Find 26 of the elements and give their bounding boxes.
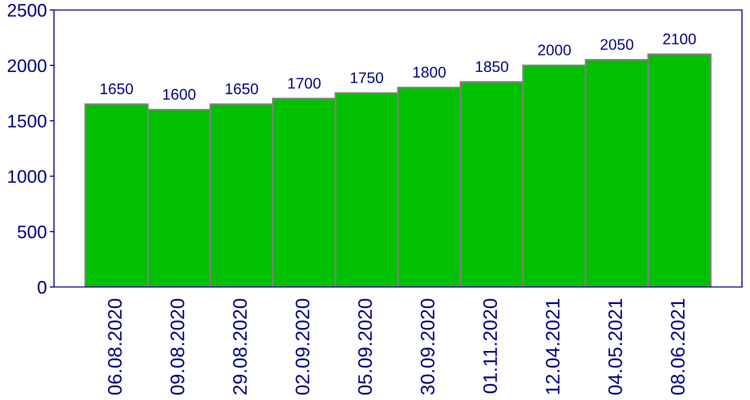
- data-label: 1650: [226, 83, 258, 94]
- x-tick-label: 05.09.2020: [358, 298, 372, 395]
- x-tick-label: 12.04.2021: [546, 299, 560, 394]
- y-tick-label: 1000: [8, 170, 46, 183]
- y-tick-label: 2500: [8, 4, 46, 17]
- data-label: 2100: [663, 34, 696, 44]
- x-tick-label: 29.08.2020: [233, 298, 247, 394]
- y-tick-label: 500: [18, 226, 46, 238]
- x-tick-label: 01.11.2020: [483, 298, 498, 394]
- data-label: 1700: [288, 78, 321, 89]
- y-tick-label: 0: [38, 280, 46, 294]
- x-tick-label: 08.06.2021: [670, 299, 685, 395]
- y-tick-label: 2000: [8, 59, 46, 72]
- data-label: 1750: [350, 72, 384, 84]
- x-tick-label: 30.09.2020: [420, 298, 434, 395]
- x-tick-label: 02.09.2020: [296, 298, 310, 395]
- data-label: 1600: [163, 88, 196, 100]
- data-label: 1650: [100, 83, 133, 94]
- x-tick-label: 09.08.2020: [170, 298, 184, 395]
- data-label: 2000: [538, 44, 571, 56]
- x-tick-label: 06.08.2020: [108, 298, 122, 395]
- data-label: 1850: [476, 61, 508, 72]
- data-label: 2050: [600, 39, 634, 50]
- x-tick-label: 04.05.2021: [608, 299, 622, 395]
- data-label: 1800: [413, 66, 446, 78]
- y-tick-label: 1500: [8, 114, 46, 128]
